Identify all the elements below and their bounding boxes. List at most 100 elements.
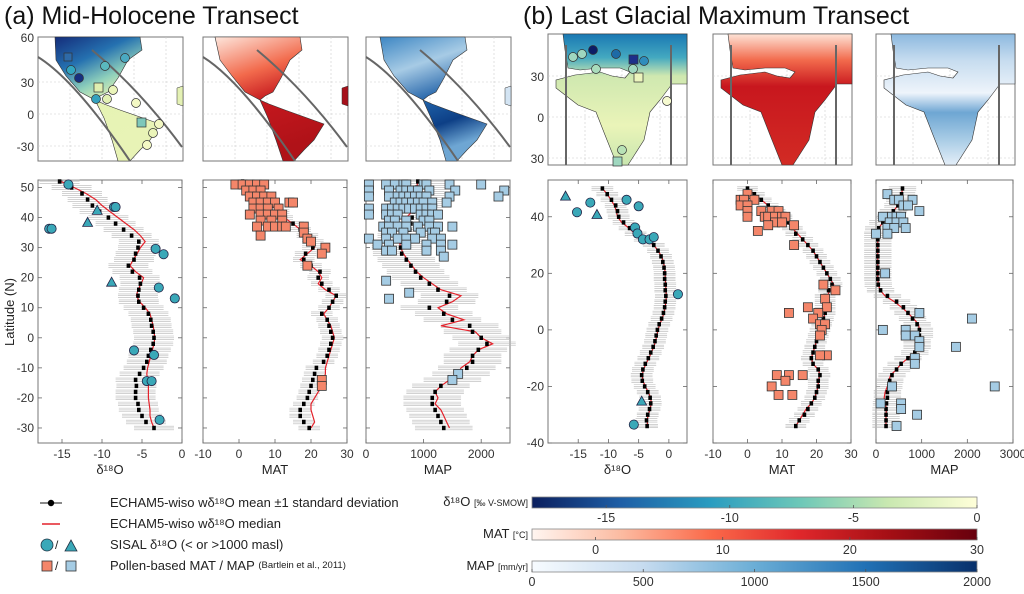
mean-point — [645, 423, 649, 429]
mean-point — [653, 338, 657, 344]
mean-point — [413, 269, 418, 274]
pollen-square — [900, 223, 911, 233]
pollen-square — [875, 398, 886, 409]
mean-point — [138, 281, 143, 286]
mean-point — [655, 327, 660, 333]
pollen-square — [789, 240, 799, 250]
mean-point — [149, 347, 153, 353]
colorbar-tick-label: 30 — [970, 543, 984, 557]
mean-point — [430, 401, 435, 407]
mean-point — [327, 323, 331, 328]
x-tick-label: -10 — [93, 447, 111, 461]
pollen-square — [818, 279, 829, 290]
mean-point — [416, 179, 420, 184]
mean-point — [106, 215, 111, 220]
mean-point — [876, 271, 880, 276]
colorbar-label-map: MAP [mm/yr] — [466, 558, 528, 573]
pollen-square — [415, 227, 426, 238]
pollen-square — [802, 302, 813, 313]
sisal-triangle — [91, 204, 103, 215]
mean-point — [312, 371, 317, 377]
mean-point — [444, 299, 449, 304]
mean-point — [662, 265, 666, 270]
pollen-square — [900, 330, 911, 341]
mean-point — [399, 251, 404, 256]
mean-point — [316, 275, 320, 280]
mean-point — [137, 299, 141, 304]
mean-point — [885, 389, 890, 395]
plot-lgm-map: 0 1000 2000 3000 MAP — [864, 179, 1024, 477]
mh-map-lat-tick: -30 — [17, 140, 35, 154]
mean-point — [645, 389, 650, 395]
mean-point — [639, 372, 644, 378]
mh-map-lat-tick: 60 — [21, 31, 35, 45]
sisal-triangle — [559, 190, 572, 201]
sisal-circle — [158, 249, 169, 260]
y-tick-label: 0 — [27, 331, 34, 345]
colorbar-map-unit: [mm/yr] — [498, 562, 528, 572]
mean-point — [450, 317, 455, 322]
mean-point — [146, 353, 151, 359]
lgm-africa-europe-land — [883, 33, 1016, 166]
colorbar-map-name: MAP — [466, 558, 495, 573]
colorbar-tick-label: 10 — [716, 543, 730, 557]
mean-point — [309, 383, 313, 389]
mean-point — [152, 425, 156, 431]
mean-point — [896, 203, 900, 208]
mean-point — [800, 237, 805, 242]
colorbar-tick-label: 1000 — [741, 575, 769, 589]
x-tick-label: 0 — [873, 447, 880, 461]
mean-point — [329, 329, 333, 334]
mean-point — [806, 242, 810, 248]
y-tick-label: 20 — [531, 266, 545, 280]
legend-item-sisal: / SISAL δ¹⁸O (< or >1000 masl) — [40, 534, 399, 555]
sisal-circle — [672, 289, 683, 300]
x-tick-label: 3000 — [1000, 447, 1024, 461]
colorbar-mat-name: MAT — [483, 526, 510, 541]
sisal-circle — [154, 414, 165, 425]
mean-point — [467, 323, 472, 328]
legend-separator: / — [55, 559, 59, 573]
mean-point — [656, 248, 660, 253]
legend-separator: / — [55, 538, 59, 552]
mean-point — [621, 220, 626, 225]
mean-point — [876, 265, 880, 270]
colorbar-tick-label: 0 — [592, 543, 599, 557]
mean-point — [137, 371, 142, 377]
mean-point — [645, 412, 650, 417]
sisal-triangle — [635, 395, 648, 406]
mean-point — [325, 353, 329, 359]
pollen-square — [387, 227, 397, 238]
mean-point — [881, 220, 885, 225]
circle-triangle-icon: / — [40, 537, 110, 553]
x-tick-label: -10 — [704, 447, 722, 461]
mean-point — [884, 401, 889, 406]
mean-point — [654, 333, 658, 338]
pollen-square — [441, 197, 452, 208]
mean-point — [899, 191, 904, 197]
mean-point — [642, 384, 647, 389]
mean-point — [878, 288, 883, 293]
x-tick-label: 1000 — [410, 447, 437, 461]
mean-point — [794, 423, 798, 429]
mean-point — [884, 423, 888, 429]
mean-point — [436, 287, 440, 292]
pollen-square — [763, 220, 774, 231]
mean-point — [129, 233, 134, 238]
x-tick-label: 1000 — [908, 447, 935, 461]
mean-point — [806, 406, 810, 412]
mean-point — [640, 378, 645, 383]
pollen-square — [784, 308, 794, 318]
x-axis-label: δ¹⁸O — [604, 462, 631, 477]
mean-point — [906, 355, 910, 361]
sisal-circle — [572, 207, 583, 218]
colorbar-tick-label: 0 — [529, 575, 536, 589]
mean-point — [811, 361, 815, 367]
pollen-square — [780, 375, 791, 386]
mean-point — [816, 367, 821, 372]
pollen-square — [766, 381, 777, 392]
mean-point — [427, 305, 432, 310]
legend-item-model-median: ECHAM5-wiso wδ¹⁸O median — [40, 513, 399, 534]
mean-point — [410, 215, 414, 220]
x-axis-label: MAT — [769, 462, 796, 477]
